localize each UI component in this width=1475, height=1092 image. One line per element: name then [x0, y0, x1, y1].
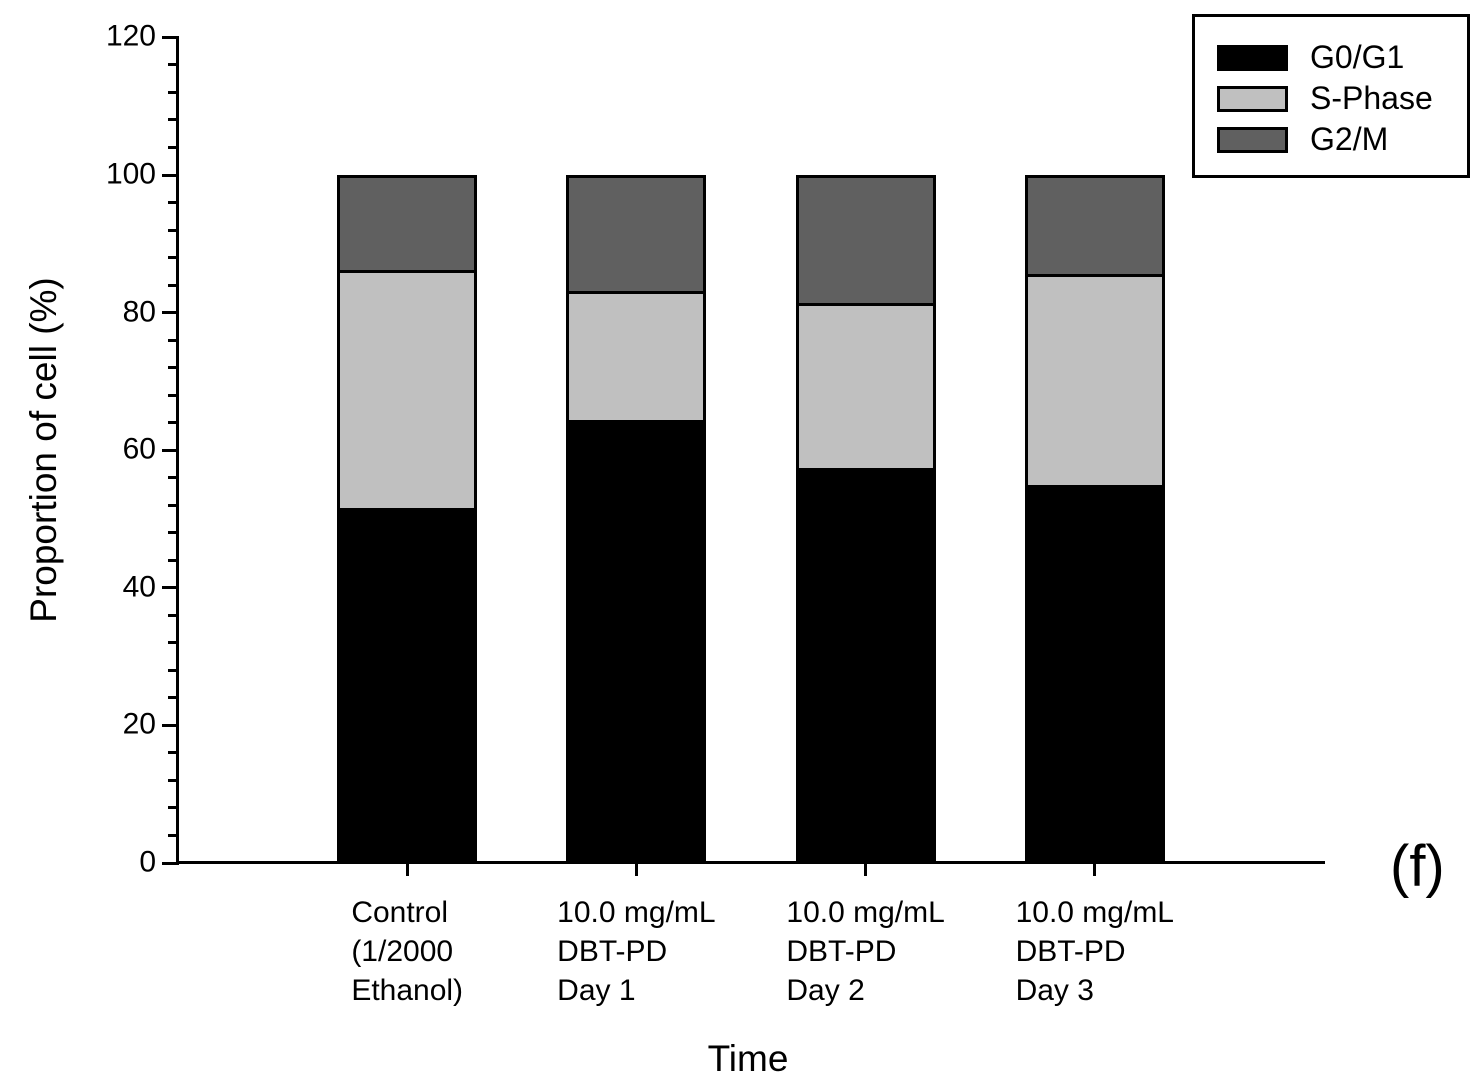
y-minor-tick: [168, 833, 176, 837]
legend-swatch: [1217, 85, 1288, 112]
legend-label: G0/G1: [1310, 39, 1405, 75]
bar-segment: [795, 468, 936, 863]
x-category-label-line: DBT-PD: [1015, 935, 1126, 968]
y-minor-tick: [168, 90, 176, 94]
x-category-label-line: DBT-PD: [557, 935, 668, 968]
y-minor-tick: [168, 366, 176, 370]
x-category-label-line: Day 1: [557, 974, 636, 1007]
x-category-label-line: 10.0 mg/mL: [1015, 896, 1175, 929]
bar-segment: [337, 507, 478, 863]
x-axis-line: [176, 861, 1325, 864]
bar-segment: [566, 419, 707, 863]
x-category-label-line: (1/2000: [351, 935, 454, 968]
legend-swatch: [1217, 126, 1288, 153]
y-minor-tick: [168, 393, 176, 397]
bar-segment: [566, 291, 707, 420]
y-minor-tick: [168, 476, 176, 480]
y-major-tick: [162, 723, 176, 727]
y-minor-tick: [168, 283, 176, 287]
bar-segment: [1024, 274, 1165, 485]
x-tick: [405, 864, 409, 876]
x-category-label: Control (1/2000 Ethanol): [351, 893, 463, 1010]
y-minor-tick: [168, 503, 176, 507]
y-major-tick: [162, 173, 176, 177]
y-major-tick: [162, 586, 176, 590]
x-category-label-line: Ethanol): [351, 974, 464, 1007]
bar-segment: [566, 175, 707, 292]
bar-segment: [1024, 175, 1165, 275]
y-minor-tick: [168, 558, 176, 562]
y-tick-label: 60: [122, 432, 156, 466]
x-tick: [864, 864, 868, 876]
x-category-label-line: 10.0 mg/mL: [557, 896, 716, 929]
y-minor-tick: [168, 118, 176, 122]
x-tick: [1093, 864, 1097, 876]
bar-segment: [1024, 484, 1165, 863]
legend-box: G0/G1 S-Phase G2/M: [1192, 14, 1470, 178]
y-tick-label: 80: [122, 294, 156, 328]
x-category-label: 10.0 mg/mL DBT-PD Day 1: [557, 893, 715, 1010]
y-minor-tick: [168, 531, 176, 535]
legend-row: G2/M: [1217, 119, 1467, 160]
y-minor-tick: [168, 228, 176, 232]
y-tick-label: 20: [122, 707, 156, 741]
x-tick: [634, 864, 638, 876]
y-minor-tick: [168, 338, 176, 342]
x-category-label: 10.0 mg/mL DBT-PD Day 3: [1016, 893, 1174, 1010]
x-category-label-line: DBT-PD: [786, 935, 897, 968]
y-major-tick: [162, 448, 176, 452]
legend-swatch: [1217, 44, 1288, 71]
y-minor-tick: [168, 668, 176, 672]
y-major-tick: [162, 311, 176, 315]
y-major-tick: [162, 35, 176, 39]
legend-label: S-Phase: [1310, 80, 1433, 116]
y-minor-tick: [168, 613, 176, 617]
x-category-label-line: Day 2: [786, 974, 865, 1007]
legend-label: G2/M: [1310, 121, 1389, 157]
y-minor-tick: [168, 201, 176, 205]
bar-segment: [795, 175, 936, 303]
y-minor-tick: [168, 696, 176, 700]
y-minor-tick: [168, 806, 176, 810]
y-tick-label: 40: [122, 570, 156, 604]
y-minor-tick: [168, 63, 176, 67]
y-minor-tick: [168, 421, 176, 425]
y-minor-tick: [168, 256, 176, 260]
x-axis-title: Time: [707, 1038, 789, 1079]
y-axis-line: [176, 36, 179, 865]
bar-segment: [795, 302, 936, 469]
y-tick-label: 120: [105, 19, 156, 53]
y-major-tick: [162, 861, 176, 865]
y-minor-tick: [168, 751, 176, 755]
legend-row: G0/G1: [1217, 37, 1467, 78]
bar-segment: [337, 269, 478, 508]
y-tick-label: 0: [139, 845, 156, 879]
figure-panel-label: (f): [1390, 834, 1445, 899]
y-minor-tick: [168, 778, 176, 782]
x-category-label: 10.0 mg/mL DBT-PD Day 2: [786, 893, 944, 1010]
x-category-label-line: Control: [351, 896, 449, 929]
bar-segment: [337, 175, 478, 270]
y-tick-label: 100: [105, 157, 156, 191]
x-category-label-line: Day 3: [1015, 974, 1094, 1007]
y-minor-tick: [168, 641, 176, 645]
y-minor-tick: [168, 145, 176, 149]
legend-row: S-Phase: [1217, 78, 1467, 119]
x-category-label-line: 10.0 mg/mL: [786, 896, 945, 929]
